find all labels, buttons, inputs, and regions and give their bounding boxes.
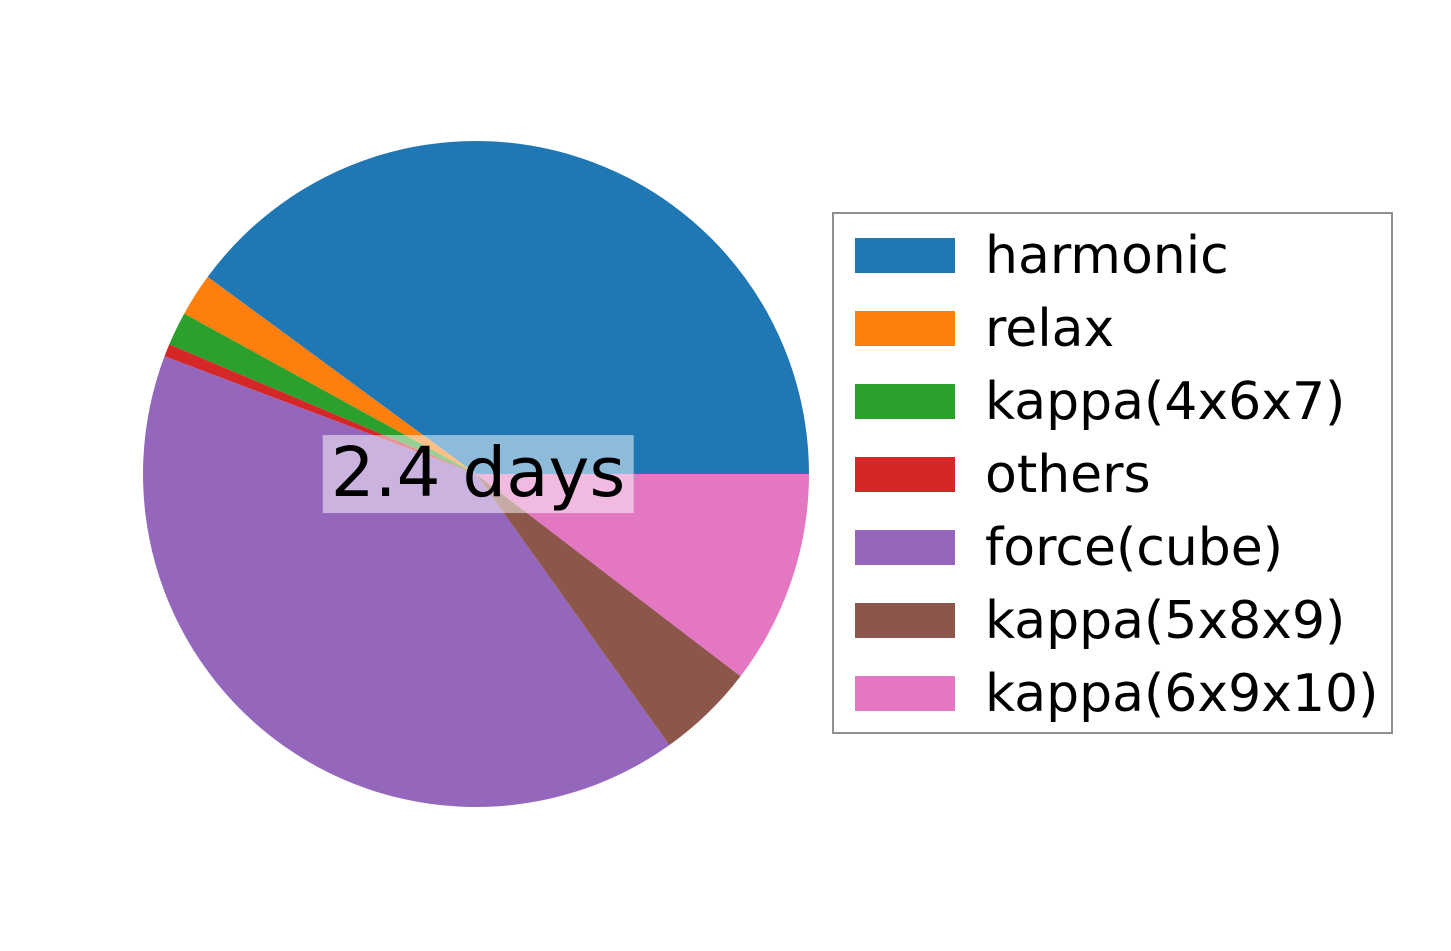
legend: harmonic relax kappa(4x6x7) others force…	[832, 212, 1393, 734]
center-label: 2.4 days	[322, 435, 634, 513]
legend-item: kappa(6x9x10)	[834, 657, 1391, 730]
legend-item: harmonic	[834, 219, 1391, 292]
legend-item: force(cube)	[834, 511, 1391, 584]
pie-slice-force-cube	[143, 356, 670, 807]
legend-swatch-others	[855, 457, 955, 492]
legend-label: harmonic	[985, 225, 1229, 286]
legend-swatch-harmonic	[855, 238, 955, 273]
pie-slice-harmonic	[207, 141, 809, 474]
legend-item: others	[834, 438, 1391, 511]
legend-label: force(cube)	[985, 517, 1284, 578]
pie-slice-kappa-4x6x7	[169, 313, 476, 474]
legend-swatch-force-cube	[855, 530, 955, 565]
legend-swatch-kappa-5x8x9	[855, 603, 955, 638]
legend-item: kappa(4x6x7)	[834, 365, 1391, 438]
pie-slice-kappa-6x9x10	[476, 474, 809, 677]
pie-slice-relax	[184, 276, 476, 474]
legend-label: kappa(6x9x10)	[985, 663, 1379, 724]
legend-item: relax	[834, 292, 1391, 365]
legend-swatch-kappa-6x9x10	[855, 676, 955, 711]
legend-label: kappa(5x8x9)	[985, 590, 1346, 651]
legend-item: kappa(5x8x9)	[834, 584, 1391, 657]
legend-label: others	[985, 444, 1151, 505]
legend-label: relax	[985, 298, 1115, 359]
legend-swatch-kappa-4x6x7	[855, 384, 955, 419]
legend-label: kappa(4x6x7)	[985, 371, 1346, 432]
pie-slice-kappa-5x8x9	[476, 474, 741, 746]
legend-swatch-relax	[855, 311, 955, 346]
